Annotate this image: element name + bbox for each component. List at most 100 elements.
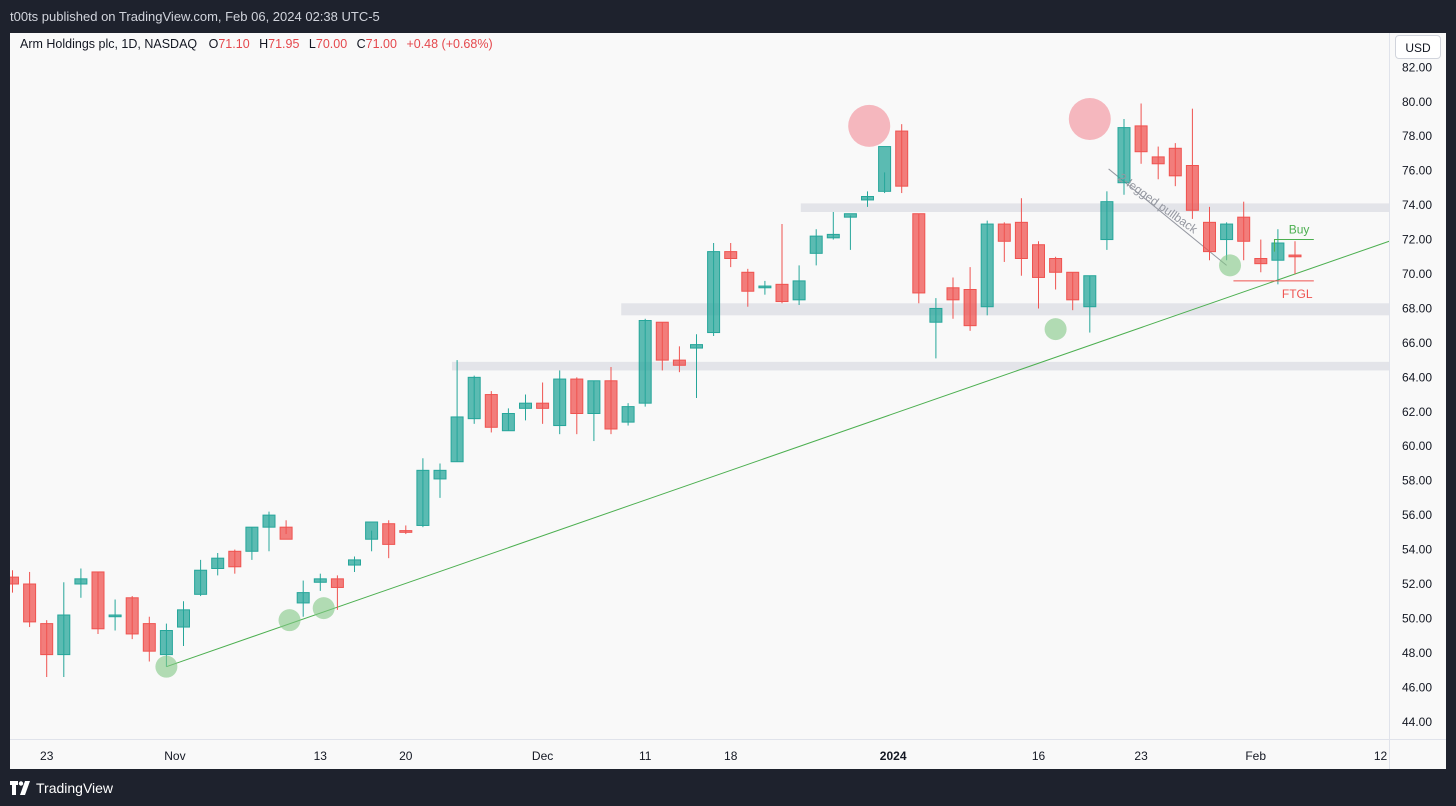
candle-body [1083, 275, 1097, 308]
candle [843, 213, 857, 250]
highlight-marker-red [848, 104, 891, 147]
stop-label: FTGL [1282, 287, 1313, 301]
candle-body [399, 530, 413, 533]
candle [638, 318, 652, 407]
x-tick-label: 2024 [880, 749, 907, 763]
candle [826, 212, 840, 240]
candle [57, 582, 71, 677]
candle-body [553, 378, 567, 427]
x-tick-label: 13 [314, 749, 328, 763]
candle [194, 559, 208, 597]
candle-body [536, 402, 550, 409]
candle [23, 571, 37, 628]
candle [279, 520, 293, 540]
legend-open-label: O [208, 37, 219, 51]
currency-button[interactable]: USD [1395, 35, 1441, 59]
tradingview-logo: TradingView [10, 778, 113, 798]
candle [604, 367, 618, 435]
candle [365, 521, 379, 552]
candle-body [587, 380, 601, 414]
candle [91, 571, 105, 634]
candle-body [621, 406, 635, 423]
x-tick-label: 16 [1032, 749, 1046, 763]
candle-body [330, 578, 344, 588]
candle [587, 380, 601, 442]
y-tick-label: 78.00 [1402, 129, 1432, 143]
legend-high-value: 71.95 [268, 37, 300, 51]
y-tick-label: 48.00 [1402, 646, 1432, 660]
support-resistance-zone [800, 203, 1389, 212]
y-tick-label: 54.00 [1402, 543, 1432, 557]
candle [1032, 241, 1045, 309]
x-tick-label: 20 [399, 749, 413, 763]
candle [296, 580, 310, 617]
y-tick-label: 72.00 [1402, 233, 1432, 247]
candle [467, 375, 481, 424]
candle-body [142, 623, 156, 652]
candle [946, 277, 960, 319]
y-tick-label: 50.00 [1402, 611, 1432, 625]
highlight-marker-green [278, 609, 301, 632]
candle-body [211, 557, 225, 570]
candle [707, 243, 721, 336]
candle-body [57, 614, 71, 656]
candle [1271, 229, 1285, 285]
support-resistance-zone [451, 361, 1389, 371]
candle-body [177, 609, 190, 628]
candle [177, 601, 190, 646]
candle [1288, 241, 1302, 274]
candle-body [313, 578, 327, 583]
candle [741, 268, 755, 307]
highlight-marker-green [312, 597, 335, 620]
x-tick-label: 11 [639, 749, 652, 763]
candle-body [194, 569, 208, 595]
candle-body [724, 251, 738, 260]
candle-body [296, 592, 310, 604]
candle [142, 616, 156, 662]
candle [792, 265, 806, 305]
candle [1254, 239, 1268, 273]
candle [348, 556, 361, 572]
candle-body [416, 469, 430, 526]
candle-body [433, 469, 447, 480]
candle [1014, 198, 1028, 276]
x-tick-label: Nov [164, 749, 185, 763]
candle [1066, 271, 1080, 311]
candle [211, 553, 225, 576]
candle-body [1237, 216, 1251, 242]
candle [536, 382, 550, 424]
candle-body [963, 289, 977, 327]
candle-body [1032, 244, 1045, 278]
candle-body [929, 307, 943, 323]
candle [1185, 108, 1199, 219]
candle-body [450, 416, 464, 463]
y-tick-label: 82.00 [1402, 60, 1432, 74]
trendline [166, 240, 1389, 668]
legend-symbol: Arm Holdings plc, 1D, NASDAQ [20, 37, 198, 51]
highlight-marker-green [155, 655, 178, 678]
candle-body [1220, 223, 1234, 241]
candle [1117, 119, 1131, 195]
candle [1151, 146, 1165, 180]
candle [399, 525, 413, 535]
legend-low-value: 70.00 [315, 37, 348, 51]
candle-body [279, 526, 293, 540]
candle-body [912, 213, 926, 294]
y-tick-label: 70.00 [1402, 267, 1432, 281]
candle [519, 394, 532, 421]
candle [416, 458, 430, 528]
candle [1237, 201, 1251, 261]
candle-body [74, 578, 88, 585]
legend-close-value: 71.00 [365, 37, 397, 51]
legend-low-label: L [308, 37, 316, 51]
candle-body [1117, 127, 1131, 184]
candle-body [570, 378, 584, 414]
candle-body [1168, 147, 1182, 177]
candle [245, 526, 259, 560]
legend-close-label: C [356, 37, 366, 51]
legend-high-label: H [259, 37, 269, 51]
footer-brand-label: TradingView [36, 780, 114, 796]
candle [878, 146, 892, 194]
y-tick-label: 60.00 [1402, 439, 1432, 453]
